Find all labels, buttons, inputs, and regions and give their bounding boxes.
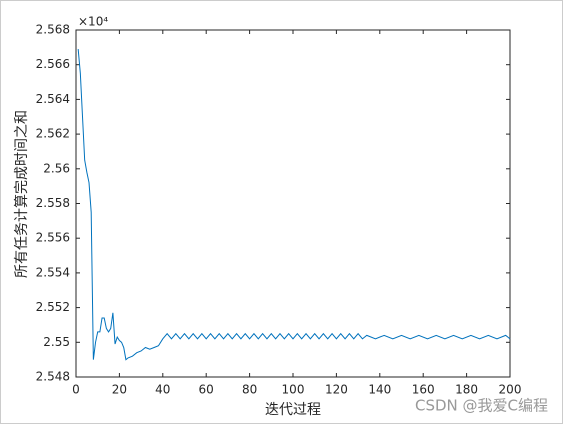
y-exponent: ×10⁴ bbox=[78, 15, 108, 29]
x-tick-label: 40 bbox=[155, 383, 170, 397]
y-tick-label: 2.562 bbox=[36, 127, 70, 141]
y-tick-label: 2.564 bbox=[36, 92, 70, 106]
x-tick-label: 200 bbox=[499, 383, 522, 397]
y-tick-label: 2.554 bbox=[36, 265, 70, 279]
plot-area bbox=[75, 29, 511, 378]
y-tick-label: 2.558 bbox=[36, 196, 70, 210]
y-tick-label: 2.548 bbox=[36, 370, 70, 384]
data-line bbox=[77, 49, 511, 361]
y-tick-label: 2.556 bbox=[36, 231, 70, 245]
x-tick-label: 120 bbox=[325, 383, 348, 397]
x-tick-label: 20 bbox=[112, 383, 127, 397]
x-tick-label: 140 bbox=[368, 383, 391, 397]
x-tick-label: 60 bbox=[199, 383, 214, 397]
y-tick-label: 2.552 bbox=[36, 300, 70, 314]
x-tick-label: 0 bbox=[72, 383, 80, 397]
x-tick-label: 160 bbox=[412, 383, 435, 397]
y-tick-label: 2.566 bbox=[36, 57, 70, 71]
watermark: CSDN @我爱C编程 bbox=[415, 397, 548, 415]
x-tick-label: 80 bbox=[242, 383, 257, 397]
y-tick-label: 2.56 bbox=[43, 161, 70, 175]
x-tick-label: 180 bbox=[455, 383, 478, 397]
x-tick-label: 100 bbox=[282, 383, 305, 397]
y-axis-label: 所有任务计算完成时间之和 bbox=[14, 110, 30, 278]
x-axis-label: 迭代过程 bbox=[265, 402, 321, 418]
y-tick-label: 2.55 bbox=[43, 335, 70, 349]
y-tick-label: 2.568 bbox=[36, 23, 70, 37]
